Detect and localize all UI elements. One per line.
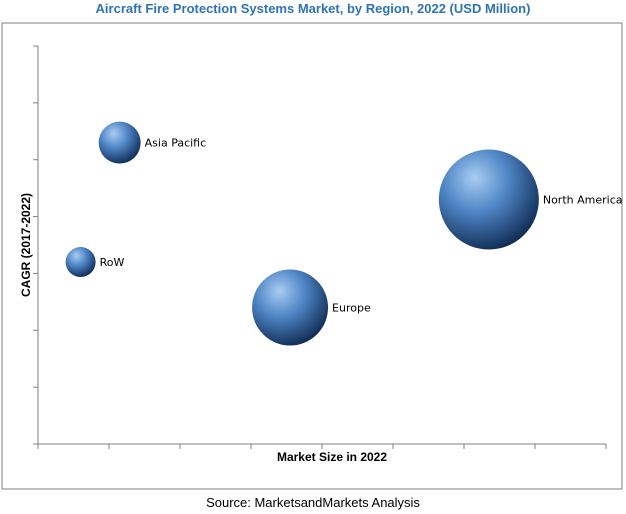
bubble-asia-pacific bbox=[98, 121, 141, 164]
bubble-europe bbox=[252, 269, 329, 346]
bubble-label: Asia Pacific bbox=[145, 137, 207, 150]
chart-frame bbox=[1, 22, 623, 490]
bubble-label: Europe bbox=[332, 302, 371, 315]
bubble-north-america bbox=[438, 149, 539, 250]
x-axis-title: Market Size in 2022 bbox=[277, 450, 387, 464]
chart-title: Aircraft Fire Protection Systems Market,… bbox=[95, 1, 531, 16]
axes bbox=[33, 45, 607, 449]
bubble-row bbox=[65, 247, 96, 278]
y-axis-title: CAGR (2017-2022) bbox=[19, 193, 33, 297]
bubble-label: RoW bbox=[100, 256, 125, 269]
bubble-label: North America bbox=[543, 194, 623, 207]
source-note: Source: MarketsandMarkets Analysis bbox=[206, 495, 420, 510]
bubbles-group: Asia Pacific North America RoW Europe bbox=[65, 121, 623, 346]
